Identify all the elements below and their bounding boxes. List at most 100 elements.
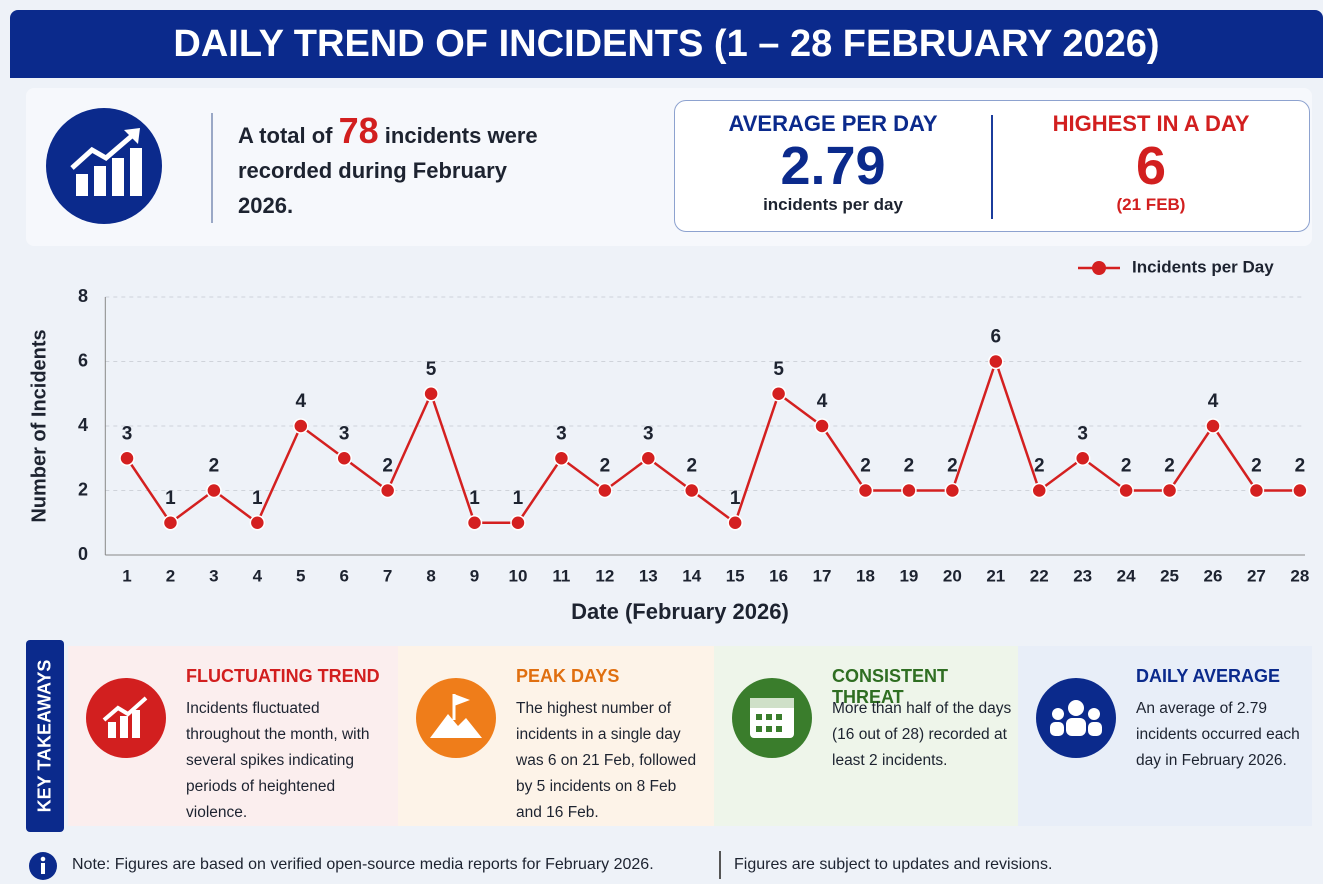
separator [991, 115, 993, 219]
stat-unit: incidents per day [763, 195, 903, 214]
data-label: 4 [295, 391, 306, 412]
takeaway-card: PEAK DAYS The highest number of incident… [398, 646, 714, 826]
marker [379, 482, 396, 499]
data-label: 2 [1164, 456, 1175, 477]
marker [727, 515, 743, 531]
takeaway-card: DAILY AVERAGE An average of 2.79 inciden… [1018, 646, 1312, 826]
data-label: 4 [817, 391, 828, 412]
marker [119, 450, 135, 466]
note-left: Note: Figures are based on verified open… [72, 856, 654, 873]
takeaway-text: Incidents fluctuated throughout the mont… [186, 700, 370, 821]
x-tick-label: 2 [166, 566, 175, 585]
title: DAILY TREND OF INCIDENTS (1 – 28 FEBRUAR… [173, 22, 1160, 65]
separator [719, 851, 721, 879]
marker [1074, 450, 1091, 466]
takeaway-title: DAILY AVERAGE [1136, 666, 1281, 686]
data-label: 3 [643, 423, 654, 444]
data-label: 2 [947, 456, 958, 477]
icon [1036, 678, 1116, 758]
data-label: 1 [730, 488, 741, 509]
takeaway-card: CONSISTENT THREAT More than half of the … [714, 646, 1018, 826]
x-tick-label: 3 [209, 566, 218, 585]
x-tick-label: 8 [426, 566, 435, 585]
x-tick-label: 7 [383, 566, 392, 585]
x-tick-label: 5 [296, 566, 305, 585]
data-label: 2 [860, 456, 871, 477]
stat-label: HIGHEST IN A DAY [1052, 111, 1250, 136]
x-axis-label: Date (February 2026) [571, 599, 789, 624]
marker [597, 482, 613, 499]
icon [416, 678, 496, 758]
marker [1292, 482, 1308, 499]
x-tick-label: 15 [726, 566, 745, 585]
x-tick-label: 21 [986, 566, 1005, 585]
y-tick-label: 0 [78, 544, 88, 564]
x-tick-label: 22 [1030, 566, 1049, 585]
marker [988, 353, 1004, 370]
legend-label: Incidents per Day [1132, 257, 1274, 276]
data-label: 3 [339, 423, 350, 444]
series-line [125, 357, 1300, 525]
x-tick-label: 20 [943, 566, 962, 585]
marker [206, 482, 222, 499]
marker [1205, 418, 1221, 434]
marker [814, 418, 830, 434]
data-label: 5 [773, 359, 784, 380]
data-label: 2 [600, 456, 611, 477]
marker [423, 386, 439, 402]
data-label: 4 [1208, 391, 1219, 412]
x-tick-label: 27 [1247, 566, 1266, 585]
x-tick-label: 19 [899, 566, 918, 585]
summary-panel: A total of 78 incidents were recorded du… [26, 88, 1312, 246]
takeaway-title: CONSISTENT THREAT [832, 666, 949, 707]
data-label: 2 [382, 456, 393, 477]
marker [510, 515, 526, 531]
stat-average: AVERAGE PER DAY 2.79 incidents per day [675, 101, 991, 231]
header: DAILY TREND OF INCIDENTS (1 – 28 FEBRUAR… [10, 10, 1323, 78]
data-label: 2 [1034, 456, 1045, 477]
summary-after: incidents were recorded during February … [238, 123, 538, 218]
x-tick-label: 17 [813, 566, 832, 585]
legend-marker [1092, 261, 1106, 275]
icon [732, 678, 812, 758]
data-label: 1 [252, 488, 263, 509]
note-right: Figures are subject to updates and revis… [734, 856, 1053, 873]
marker [770, 386, 787, 402]
takeaway-title: FLUCTUATING TREND [186, 666, 380, 686]
info-icon [29, 852, 57, 880]
x-tick-label: 13 [639, 566, 658, 585]
x-tick-label: 26 [1204, 566, 1223, 585]
x-tick-label: 12 [595, 566, 614, 585]
data-label: 6 [991, 327, 1002, 348]
takeaways: KEY TAKEAWAYS FLUCTUATING TREND Incident… [26, 640, 1312, 832]
x-tick-label: 16 [769, 566, 788, 585]
x-tick-label: 14 [682, 566, 701, 585]
data-label: 5 [426, 359, 437, 380]
trend-icon [46, 108, 162, 224]
data-label: 2 [1251, 456, 1262, 477]
marker [944, 482, 961, 499]
summary-total: 78 [338, 110, 379, 151]
marker [162, 515, 179, 531]
x-tick-label: 18 [856, 566, 875, 585]
x-tick-label: 11 [552, 566, 570, 585]
marker [336, 450, 352, 466]
data-label: 2 [1121, 456, 1132, 477]
marker [1248, 482, 1265, 499]
y-tick-label: 2 [78, 479, 88, 499]
x-tick-label: 23 [1073, 566, 1092, 585]
takeaway-text: An average of 2.79 incidents occurred ea… [1136, 700, 1300, 769]
y-tick-label: 8 [78, 286, 88, 306]
y-tick-label: 6 [78, 350, 88, 370]
marker [249, 515, 266, 531]
takeaway-text: More than half of the days (16 out of 28… [832, 700, 1012, 769]
marker [1161, 482, 1178, 499]
takeaway-title: PEAK DAYS [516, 666, 620, 686]
marker [683, 482, 700, 499]
data-label: 3 [122, 423, 133, 444]
marker [293, 418, 309, 434]
summary-before: A total of [238, 123, 333, 148]
x-tick-label: 10 [509, 566, 528, 585]
